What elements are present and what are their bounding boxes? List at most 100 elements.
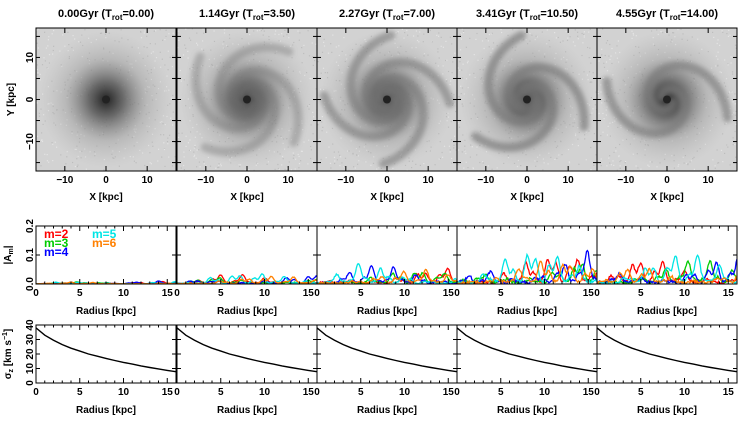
x-tick-label: 0 xyxy=(664,175,670,186)
y-tick-label: 0 xyxy=(25,96,36,102)
y-axis-label-images: Y [kpc] xyxy=(6,83,17,116)
galaxy-core xyxy=(243,95,251,104)
x-tick-label: 10 xyxy=(703,175,715,186)
x-tick-label: 15 xyxy=(723,387,735,398)
x-tick-label: 15 xyxy=(443,288,455,299)
x-tick-label: 10 xyxy=(142,175,154,186)
amplitude-line-m=5 xyxy=(597,254,737,284)
galaxy-panel-1: −10 0 10 X [kpc] xyxy=(176,27,318,203)
spiral-arms xyxy=(602,61,732,138)
y-axis-label-sigma: σz [km s−1] xyxy=(2,329,15,380)
amplitude-panel-2: 0 5 10 15 Radius [kpc] xyxy=(314,225,458,317)
galaxy-panel-2: −10 0 10 X [kpc] xyxy=(316,27,458,203)
x-tick-label: 15 xyxy=(443,387,455,398)
x-tick-label: 10 xyxy=(423,175,435,186)
sigma-panel-4: 0 5 10 15 Radius [kpc] xyxy=(594,324,738,416)
x-tick-label: 5 xyxy=(358,387,364,398)
x-tick-label: 5 xyxy=(77,288,83,299)
x-axis-label: Radius [kpc] xyxy=(357,405,417,416)
x-tick-label: 0 xyxy=(384,175,390,186)
x-tick-label: 10 xyxy=(118,288,130,299)
x-tick-label: 0 xyxy=(33,288,39,299)
x-tick-label: 0 xyxy=(174,288,180,299)
spiral-arm xyxy=(362,58,455,116)
x-tick-label: 0 xyxy=(594,288,600,299)
spiral-arm xyxy=(346,30,403,125)
x-tick-label: −10 xyxy=(197,175,214,186)
panel-frame xyxy=(596,324,738,384)
y-tick-label: 40 xyxy=(25,319,36,331)
x-axis-label: Radius [kpc] xyxy=(76,405,136,416)
x-axis-label: Radius [kpc] xyxy=(217,306,277,317)
galaxy-panel-4: −10 0 10 X [kpc] xyxy=(596,27,738,203)
spiral-arms xyxy=(191,42,303,157)
x-tick-label: 10 xyxy=(679,387,691,398)
panel-frame xyxy=(316,324,458,384)
x-axis-label: X [kpc] xyxy=(510,192,543,203)
x-tick-label: 15 xyxy=(303,288,315,299)
galaxy-panel-0: −10 0 10 −10 0 10 X [kpc] xyxy=(25,27,177,203)
panel-title-3: 3.41Gyr (Trot=10.50) xyxy=(476,8,578,22)
sigma-panel-1: 0 5 10 15 Radius [kpc] xyxy=(174,324,318,416)
amplitude-panel-1: 0 5 10 15 Radius [kpc] xyxy=(174,225,318,317)
x-axis-label: Radius [kpc] xyxy=(217,405,277,416)
sigma-panel-3: 0 5 10 15 Radius [kpc] xyxy=(454,324,598,416)
amplitude-panel-0: 0 5 10 15 0.0 0.1 0.2 Radius [kpc] m=2m=3m=4 m=5m… xyxy=(25,219,177,317)
x-axis-label: X [kpc] xyxy=(89,192,122,203)
spiral-arm xyxy=(191,52,267,133)
y-tick-label: 0.2 xyxy=(25,219,36,233)
spiral-arm xyxy=(214,42,294,120)
galaxy-image-row: −10 0 10 −10 0 10 X [kpc] −10 0 10 X [kpc] −10 0 10 X … xyxy=(25,27,738,203)
sigma-line xyxy=(36,327,176,373)
x-axis-label: Radius [kpc] xyxy=(497,306,557,317)
x-tick-label: 15 xyxy=(162,387,174,398)
spiral-arm xyxy=(644,61,732,123)
x-tick-label: 15 xyxy=(303,387,315,398)
x-tick-label: 5 xyxy=(498,288,504,299)
panel-title-1: 1.14Gyr (Trot=3.50) xyxy=(199,8,295,22)
spiral-arm xyxy=(319,83,412,141)
x-tick-label: 10 xyxy=(259,288,271,299)
x-tick-label: 0 xyxy=(594,387,600,398)
spiral-arm xyxy=(200,79,280,157)
x-axis-label: X [kpc] xyxy=(230,192,263,203)
x-tick-label: −10 xyxy=(337,175,354,186)
x-tick-label: 5 xyxy=(498,387,504,398)
sigma-line xyxy=(597,327,737,373)
sigma-line xyxy=(457,327,597,373)
x-tick-label: 0 xyxy=(103,175,109,186)
panel-titles: 0.00Gyr (Trot=0.00) 1.14Gyr (Trot=3.50) 2.… xyxy=(58,8,718,22)
x-tick-label: 0 xyxy=(174,387,180,398)
y-tick-label: 0 xyxy=(25,380,36,386)
legend-m=4: m=4 xyxy=(44,245,69,259)
x-tick-label: 10 xyxy=(283,175,295,186)
galaxy-core xyxy=(102,95,110,104)
x-tick-label: 5 xyxy=(638,387,644,398)
x-tick-label: 5 xyxy=(638,288,644,299)
panel-frame xyxy=(176,324,318,384)
x-axis-label: Radius [kpc] xyxy=(497,405,557,416)
galaxy-core xyxy=(663,95,671,104)
x-tick-label: 0 xyxy=(524,175,530,186)
x-tick-label: −10 xyxy=(477,175,494,186)
panel-title-4: 4.55Gyr (Trot=14.00) xyxy=(616,8,718,22)
x-tick-label: 0 xyxy=(454,288,460,299)
y-tick-label: 30 xyxy=(25,334,36,346)
x-tick-label: 15 xyxy=(162,288,174,299)
spiral-arms xyxy=(319,30,455,169)
panel-frame xyxy=(176,225,318,285)
x-tick-label: 10 xyxy=(399,288,411,299)
x-tick-label: 10 xyxy=(399,387,411,398)
y-tick-label: 0.0 xyxy=(25,277,36,291)
panel-frame xyxy=(456,324,598,384)
sigma-panel-2: 0 5 10 15 Radius [kpc] xyxy=(314,324,458,416)
x-tick-label: 0 xyxy=(314,387,320,398)
spiral-arm xyxy=(484,30,543,126)
y-tick-label: 10 xyxy=(25,363,36,375)
x-tick-label: 0 xyxy=(33,387,39,398)
x-tick-label: 10 xyxy=(539,387,551,398)
amplitude-line-m=6 xyxy=(597,267,737,284)
